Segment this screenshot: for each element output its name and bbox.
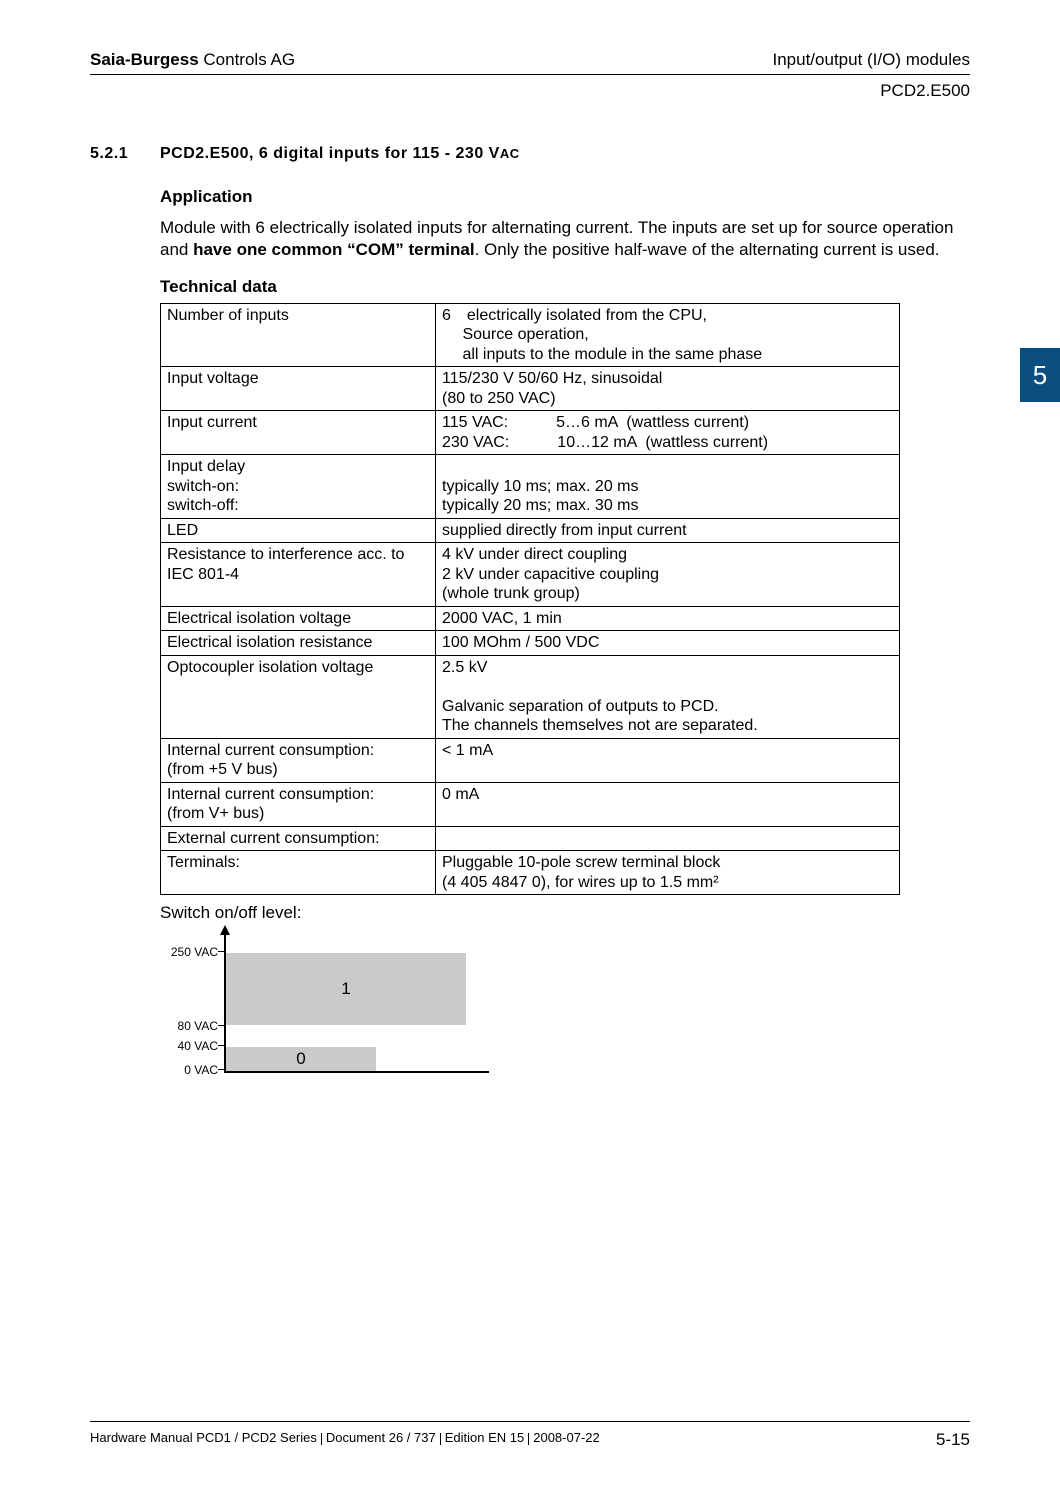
y-tick-label: 40 VAC [162, 1039, 218, 1053]
spec-table: Number of inputs6 electrically isolated … [160, 303, 900, 896]
spec-label: Internal current consumption: (from V+ b… [161, 782, 436, 826]
spec-label: Input delay switch-on: switch-off: [161, 455, 436, 519]
footer-rule [90, 1421, 970, 1422]
spec-label: Input voltage [161, 367, 436, 411]
technical-data-heading: Technical data [160, 277, 970, 297]
spec-label: External current consumption: [161, 826, 436, 851]
spec-label: Number of inputs [161, 303, 436, 367]
spec-label: Resistance to interference acc. to IEC 8… [161, 543, 436, 607]
spec-value: 115/230 V 50/60 Hz, sinusoidal (80 to 25… [436, 367, 900, 411]
company-rest: Controls AG [199, 50, 295, 69]
y-tick-label: 250 VAC [162, 945, 218, 959]
spec-label: Electrical isolation resistance [161, 631, 436, 656]
y-tick [218, 1025, 224, 1026]
spec-value: typically 10 ms; max. 20 ms typically 20… [436, 455, 900, 519]
table-row: Terminals:Pluggable 10-pole screw termin… [161, 851, 900, 895]
header-company: Saia-Burgess Controls AG [90, 50, 295, 70]
page-footer: Hardware Manual PCD1 / PCD2 Series Docume… [90, 1430, 970, 1450]
switch-level-chart: 250 VAC80 VAC40 VAC0 VAC 10 [160, 933, 530, 1093]
spec-value: < 1 mA [436, 738, 900, 782]
spec-label: Optocoupler isolation voltage [161, 655, 436, 738]
footer-part: Edition EN 15 [445, 1430, 525, 1445]
application-heading: Application [160, 187, 970, 207]
chapter-tab: 5 [1020, 348, 1060, 402]
table-row: Electrical isolation voltage2000 VAC, 1 … [161, 606, 900, 631]
spec-label: Terminals: [161, 851, 436, 895]
table-row: Internal current consumption: (from V+ b… [161, 782, 900, 826]
table-row: Input current115 VAC: 5…6 mA (wattless c… [161, 411, 900, 455]
y-tick [218, 951, 224, 952]
switch-level-label: Switch on/off level: [160, 903, 970, 923]
separator-icon [321, 1433, 322, 1445]
spec-value: 0 mA [436, 782, 900, 826]
table-row: Optocoupler isolation voltage2.5 kV Galv… [161, 655, 900, 738]
content-block: Application Module with 6 electrically i… [160, 187, 970, 1093]
spec-value: 115 VAC: 5…6 mA (wattless current) 230 V… [436, 411, 900, 455]
table-row: Number of inputs6 electrically isolated … [161, 303, 900, 367]
app-text-bold: have one common “COM” terminal [193, 240, 475, 259]
table-row: Input delay switch-on: switch-off: typic… [161, 455, 900, 519]
spec-value: Pluggable 10-pole screw terminal block (… [436, 851, 900, 895]
footer-left: Hardware Manual PCD1 / PCD2 Series Docume… [90, 1430, 600, 1450]
footer-part: Hardware Manual PCD1 / PCD2 Series [90, 1430, 317, 1445]
separator-icon [528, 1433, 529, 1445]
chart-band: 1 [226, 953, 466, 1025]
chart-band: 0 [226, 1047, 376, 1071]
app-text-2: . Only the positive half-wave of the alt… [475, 240, 940, 259]
spec-label: Electrical isolation voltage [161, 606, 436, 631]
section-heading: 5.2.1 PCD2.E500, 6 digital inputs for 11… [90, 145, 970, 163]
page-number: 5-15 [936, 1430, 970, 1450]
section-title-main: PCD2.E500, 6 digital inputs for 115 - 23… [160, 145, 500, 162]
table-row: Electrical isolation resistance100 MOhm … [161, 631, 900, 656]
spec-label: LED [161, 518, 436, 543]
page-header: Saia-Burgess Controls AG Input/output (I… [90, 50, 970, 75]
header-section: Input/output (I/O) modules [773, 50, 971, 70]
footer-part: Document 26 / 737 [326, 1430, 436, 1445]
spec-value: 4 kV under direct coupling 2 kV under ca… [436, 543, 900, 607]
table-row: Input voltage115/230 V 50/60 Hz, sinusoi… [161, 367, 900, 411]
table-row: Internal current consumption: (from +5 V… [161, 738, 900, 782]
spec-value: 6 electrically isolated from the CPU, So… [436, 303, 900, 367]
footer-part: 2008-07-22 [533, 1430, 600, 1445]
company-bold: Saia-Burgess [90, 50, 199, 69]
spec-label: Input current [161, 411, 436, 455]
spec-value: 100 MOhm / 500 VDC [436, 631, 900, 656]
section-title: PCD2.E500, 6 digital inputs for 115 - 23… [160, 145, 520, 163]
spec-label: Internal current consumption: (from +5 V… [161, 738, 436, 782]
spec-value: supplied directly from input current [436, 518, 900, 543]
header-model: PCD2.E500 [90, 81, 970, 101]
table-row: Resistance to interference acc. to IEC 8… [161, 543, 900, 607]
section-title-small: AC [500, 146, 520, 161]
x-axis [224, 1071, 489, 1073]
application-paragraph: Module with 6 electrically isolated inpu… [160, 217, 970, 261]
chart-area: 10 [224, 933, 489, 1073]
spec-value: 2.5 kV Galvanic separation of outputs to… [436, 655, 900, 738]
spec-value [436, 826, 900, 851]
spec-value: 2000 VAC, 1 min [436, 606, 900, 631]
page: Saia-Burgess Controls AG Input/output (I… [0, 0, 1060, 1500]
separator-icon [440, 1433, 441, 1445]
y-tick-label: 0 VAC [162, 1063, 218, 1077]
y-tick-label: 80 VAC [162, 1019, 218, 1033]
y-tick [218, 1069, 224, 1070]
y-tick [218, 1045, 224, 1046]
table-row: LEDsupplied directly from input current [161, 518, 900, 543]
table-row: External current consumption: [161, 826, 900, 851]
section-number: 5.2.1 [90, 145, 160, 163]
